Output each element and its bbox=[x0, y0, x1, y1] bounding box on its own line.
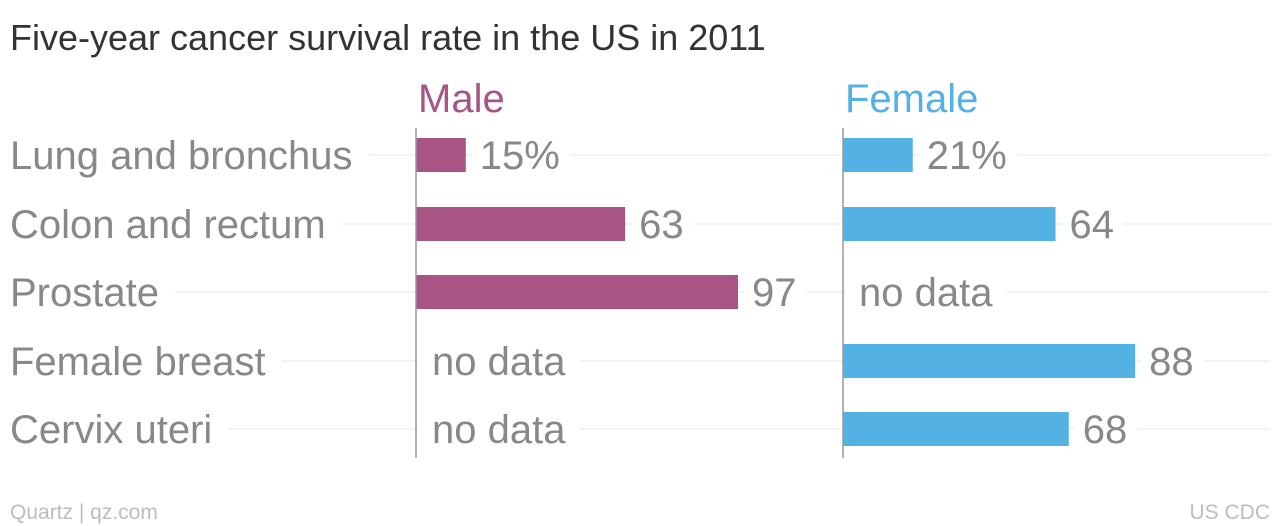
bar bbox=[416, 275, 739, 309]
category-label-bg bbox=[0, 403, 229, 455]
no-data-bg bbox=[418, 403, 580, 455]
bar bbox=[416, 207, 626, 241]
value-label-bg bbox=[1074, 403, 1138, 455]
bar bbox=[416, 138, 466, 172]
footer-source-right: US CDC bbox=[1189, 501, 1270, 524]
value-label-bg bbox=[744, 266, 807, 318]
value-label: 64 bbox=[1069, 203, 1114, 247]
category-label-bg bbox=[0, 198, 342, 250]
category-label: Cervix uteri bbox=[10, 408, 212, 452]
value-label: 97 bbox=[752, 271, 797, 315]
panel-header: Male bbox=[418, 77, 505, 121]
value-label-bg bbox=[631, 198, 694, 250]
bar bbox=[843, 344, 1136, 378]
no-data-label: no data bbox=[432, 408, 566, 452]
no-data-bg bbox=[845, 266, 1007, 318]
value-label: 15% bbox=[480, 134, 560, 178]
panel-male: Male 15% 63 97 no data no data bbox=[415, 77, 807, 458]
bar bbox=[843, 207, 1056, 241]
value-label: 68 bbox=[1083, 408, 1128, 452]
panels: Male 15% 63 97 no data no data Female 21% 64 no d… bbox=[415, 77, 1204, 458]
value-label-bg bbox=[1141, 335, 1204, 387]
value-label-bg bbox=[1061, 198, 1124, 250]
category-label-bg bbox=[0, 129, 369, 181]
no-data-label: no data bbox=[432, 340, 566, 384]
value-label-bg bbox=[918, 129, 1017, 181]
value-label: 21% bbox=[927, 134, 1007, 178]
chart-title: Five-year cancer survival rate in the US… bbox=[10, 17, 766, 58]
category-label: Female breast bbox=[10, 340, 266, 384]
category-label: Colon and rectum bbox=[10, 203, 326, 247]
category-label: Prostate bbox=[10, 271, 159, 315]
footer-source-left: Quartz | qz.com bbox=[10, 501, 158, 524]
category-label-bg bbox=[0, 266, 175, 318]
value-label: 88 bbox=[1149, 340, 1194, 384]
value-label-bg bbox=[471, 129, 570, 181]
category-label-bg bbox=[0, 335, 282, 387]
category-labels: Lung and bronchus Colon and rectum Prostat… bbox=[0, 129, 369, 455]
bar bbox=[843, 138, 913, 172]
bar bbox=[843, 412, 1069, 446]
category-label: Lung and bronchus bbox=[10, 134, 353, 178]
no-data-bg bbox=[418, 335, 580, 387]
panel-header: Female bbox=[845, 77, 978, 121]
panel-female: Female 21% 64 no data 88 68 bbox=[842, 77, 1204, 458]
value-label: 63 bbox=[639, 203, 684, 247]
no-data-label: no data bbox=[859, 271, 993, 315]
